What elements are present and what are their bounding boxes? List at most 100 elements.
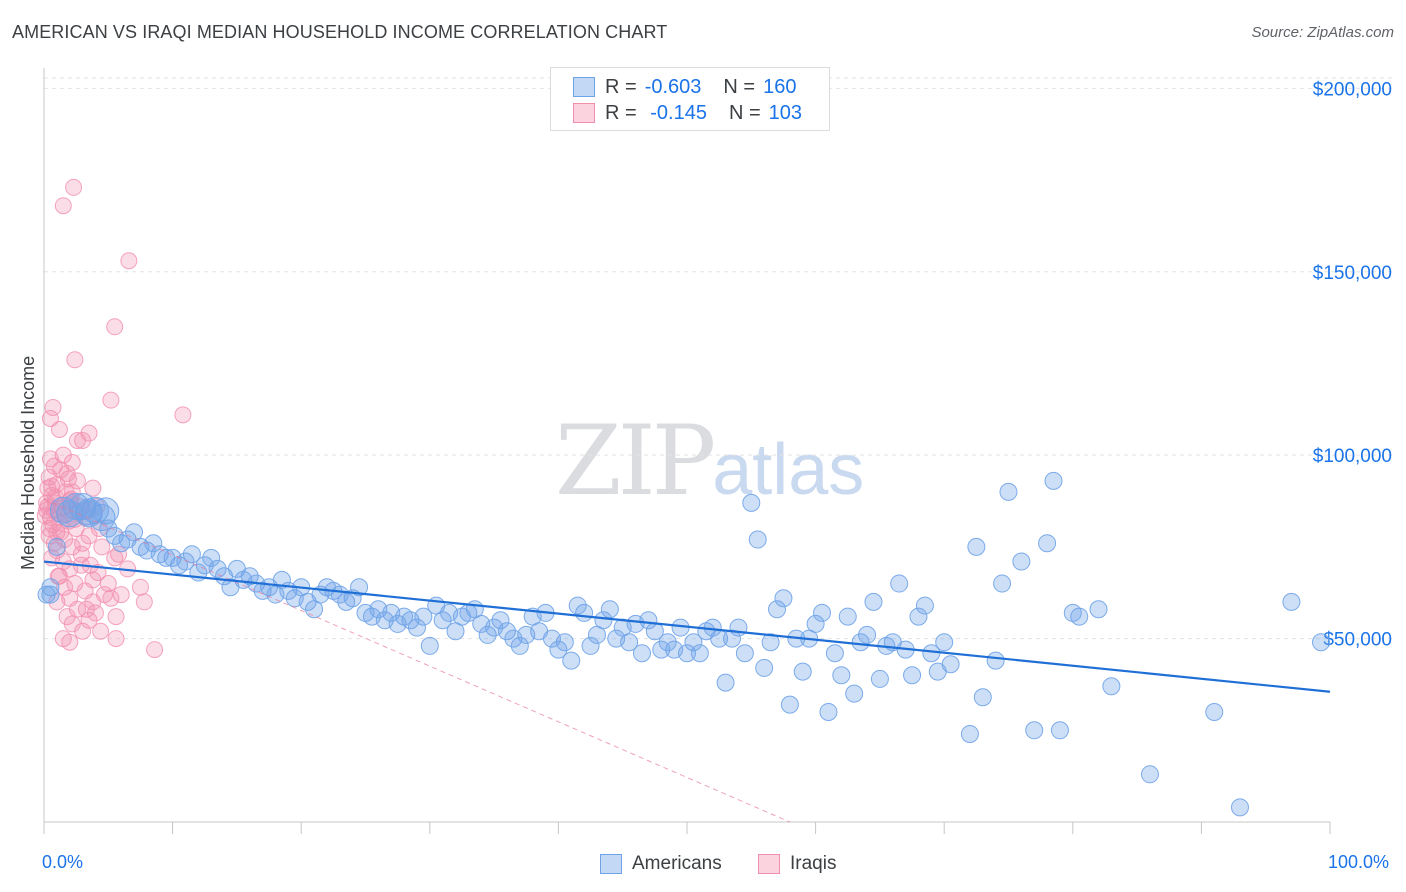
iraqis-point — [84, 593, 102, 611]
americans-point — [240, 567, 259, 586]
r-label: R = — [605, 75, 637, 98]
n-value: 103 — [768, 101, 803, 124]
americans-point — [1311, 633, 1330, 652]
americans-point — [1044, 471, 1063, 490]
iraqis-point — [56, 578, 74, 596]
iraqis-point — [66, 351, 84, 369]
y-axis-label: Median Household Income — [18, 355, 38, 570]
americans-swatch — [573, 77, 595, 97]
americans-point — [909, 607, 928, 626]
americans-point — [864, 592, 883, 611]
iraqis-legend-swatch — [758, 854, 780, 874]
americans-point — [806, 614, 825, 633]
iraqis-point — [131, 578, 149, 596]
iraqis-point — [50, 420, 68, 438]
americans-point — [935, 633, 954, 652]
iraqis-point — [74, 534, 92, 552]
americans-point — [1205, 702, 1224, 721]
americans-point — [202, 548, 221, 567]
watermark-atlas: atlas — [712, 430, 865, 510]
n-label: N = — [723, 75, 756, 98]
americans-point — [768, 600, 787, 619]
americans-point — [478, 625, 497, 644]
iraqis-legend-label: Iraqis — [790, 853, 837, 874]
legend-item-americans[interactable]: Americans — [600, 852, 722, 876]
americans-point — [960, 724, 979, 743]
americans-point — [632, 644, 651, 663]
iraqis-point — [77, 600, 95, 618]
watermark: ZIPatlas — [555, 405, 864, 517]
chart-title: AMERICAN VS IRAQI MEDIAN HOUSEHOLD INCOM… — [12, 22, 668, 42]
iraqis-point — [48, 593, 66, 611]
americans-point — [851, 633, 870, 652]
americans-point — [993, 574, 1012, 593]
iraqis-point — [174, 406, 192, 424]
americans-point — [652, 640, 671, 659]
iraqis-point — [68, 431, 86, 449]
americans-point — [780, 695, 799, 714]
x-tick-left: 0.0% — [42, 852, 84, 872]
americans-point — [1038, 534, 1057, 553]
americans-point — [941, 655, 960, 674]
n-value: 160 — [763, 75, 797, 98]
iraqis-point — [74, 431, 92, 449]
r-value: -0.145 — [644, 101, 707, 124]
americans-point — [1282, 592, 1301, 611]
americans-point — [999, 482, 1018, 501]
americans-point — [716, 673, 735, 692]
americans-point — [1012, 552, 1031, 571]
iraqis-trendline — [43, 498, 791, 823]
iraqis-point — [54, 446, 72, 464]
americans-point — [1230, 798, 1249, 817]
iraqis-point — [110, 545, 128, 563]
iraqis-point — [41, 450, 59, 468]
americans-point — [497, 622, 516, 641]
iraqis-point — [92, 622, 110, 640]
americans-point — [967, 537, 986, 556]
americans-point — [41, 585, 60, 604]
americans-point — [723, 629, 742, 648]
iraqis-point — [48, 523, 66, 541]
americans-point — [825, 644, 844, 663]
americans-legend-label: Americans — [632, 853, 722, 874]
iraqis-point — [80, 611, 98, 629]
americans-point — [1050, 721, 1069, 740]
iraqis-point — [40, 520, 58, 538]
americans-point — [433, 611, 452, 630]
americans-point — [581, 636, 600, 655]
iraqis-point — [93, 538, 111, 556]
r-label: R = — [605, 101, 637, 124]
americans-point — [678, 644, 696, 663]
y-tick-label: $150,000 — [1313, 263, 1392, 284]
americans-point — [1025, 721, 1044, 740]
iraqis-point — [74, 622, 92, 640]
americans-point — [47, 537, 66, 556]
iraqis-swatch — [573, 103, 595, 123]
americans-point — [182, 545, 201, 564]
n-label: N = — [728, 101, 761, 124]
iraqis-point — [107, 630, 125, 648]
americans-point — [973, 688, 992, 707]
americans-point — [407, 618, 426, 637]
americans-point — [890, 574, 909, 593]
legend-item-iraqis[interactable]: Iraqis — [758, 852, 836, 876]
americans-point — [690, 644, 709, 663]
americans-point — [600, 600, 619, 619]
americans-point — [813, 603, 832, 622]
iraqis-point — [61, 633, 79, 651]
americans-point — [575, 603, 594, 622]
r-value: -0.603 — [644, 75, 702, 98]
americans-point — [1140, 765, 1159, 784]
iraqis-point — [86, 604, 104, 622]
americans-point — [420, 636, 439, 655]
iraqis-point — [102, 589, 120, 607]
americans-point — [176, 552, 195, 571]
americans-point — [742, 493, 761, 512]
americans-point — [350, 578, 369, 597]
iraqis-point — [135, 593, 153, 611]
americans-trendline — [43, 560, 1331, 693]
americans-point — [819, 702, 838, 721]
americans-point — [549, 640, 568, 659]
americans-point — [568, 596, 587, 615]
